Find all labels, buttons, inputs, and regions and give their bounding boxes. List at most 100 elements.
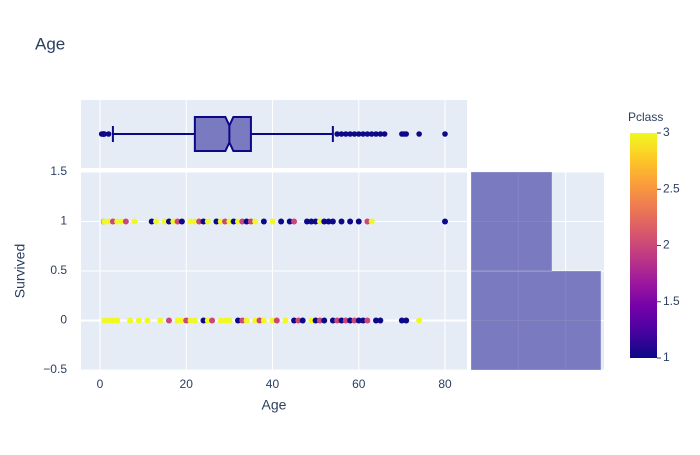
x-tick-label: 20 [180, 377, 194, 391]
marks [98, 116, 602, 371]
scatter-point [291, 218, 298, 225]
scatter-point [161, 218, 168, 225]
scatter-point [101, 218, 108, 225]
scatter-point [342, 317, 349, 324]
scatter-point [334, 317, 341, 324]
scatter-point [321, 317, 328, 324]
box-outlier [364, 131, 371, 137]
scatter-point [316, 317, 323, 324]
scatter-point [398, 317, 405, 324]
scatter-point [308, 218, 315, 225]
scatter-point [170, 218, 177, 225]
scatter-point [243, 218, 250, 225]
scatter-point [196, 218, 203, 225]
histogram-bar [470, 171, 553, 272]
scatter-point [247, 218, 254, 225]
y-tick-label: 1 [60, 214, 67, 228]
scatter-point [191, 317, 198, 324]
scatter-point [114, 317, 121, 324]
colorbar-tick-label: 1 [663, 350, 670, 364]
scatter-point [364, 218, 371, 225]
colorbar-tick-label: 1.5 [663, 294, 680, 308]
scatter-point [174, 317, 181, 324]
box-outlier [368, 131, 375, 137]
scatter-point [183, 317, 190, 324]
scatter-point [131, 218, 138, 225]
scatter-point [286, 218, 293, 225]
scatter-point [226, 218, 233, 225]
box-outlier [334, 131, 340, 137]
scatter-point [338, 317, 345, 324]
scatter-point [360, 317, 367, 324]
colorbar-title: Pclass [628, 110, 663, 124]
y-tick-label: −0.5 [43, 362, 67, 376]
box-outlier [377, 131, 384, 137]
scatter-point [316, 218, 323, 225]
scatter-point [239, 218, 246, 225]
scatter-point [213, 218, 220, 225]
colorbar [630, 133, 657, 358]
colorbar-tick-label: 2.5 [663, 181, 680, 195]
scatter-point [321, 218, 328, 225]
scatter-point [299, 317, 306, 324]
scatter-point [234, 218, 241, 225]
scatter-point [217, 218, 224, 225]
box-outlier [403, 131, 409, 137]
scatter-point [222, 317, 229, 324]
box-outlier [101, 131, 108, 137]
scatter-point [174, 218, 181, 225]
colorbar-tick-label: 3 [663, 125, 670, 139]
box-outlier [381, 131, 388, 137]
scatter-point [351, 317, 358, 324]
box-outlier [360, 131, 366, 137]
scatter-point [329, 317, 336, 324]
box-outlier [338, 131, 345, 137]
scatter-point [217, 317, 224, 324]
scatter-point [165, 317, 172, 324]
scatter-point [256, 317, 263, 324]
scatter-point [191, 218, 198, 225]
scatter-point [187, 317, 194, 324]
scatter-point [118, 218, 125, 225]
scatter-point [260, 317, 267, 324]
scatter-point [278, 218, 285, 225]
box [193, 116, 252, 152]
box-outlier [105, 131, 112, 137]
y-tick-label: 0.5 [50, 263, 67, 277]
scatter-point [226, 317, 233, 324]
scatter-point [204, 218, 211, 225]
box-outlier [416, 131, 422, 137]
scatter-point [230, 218, 237, 225]
y-tick-label: 0 [60, 313, 67, 327]
scatter-point [148, 218, 155, 225]
x-tick-label: 80 [438, 377, 452, 391]
scatter-point [157, 317, 164, 324]
chart-title: Age [35, 34, 65, 53]
scatter-point [222, 218, 229, 225]
scatter-point [364, 317, 371, 324]
box-outlier [343, 131, 349, 137]
scatter-point [109, 218, 116, 225]
scatter-point [187, 218, 194, 225]
scatter-point [329, 218, 336, 225]
x-tick-label: 60 [352, 377, 366, 391]
box-outlier [351, 131, 358, 137]
scatter-point [325, 218, 332, 225]
scatter-point [347, 218, 354, 225]
scatter-point [144, 317, 151, 324]
scatter-point [153, 218, 160, 225]
scatter-point [178, 218, 185, 225]
scatter-point [303, 218, 310, 225]
scatter-point [243, 317, 250, 324]
scatter-point [135, 317, 142, 324]
scatter-point [209, 317, 216, 324]
scatter-point [291, 317, 298, 324]
scatter-point [200, 218, 207, 225]
box-outlier [442, 131, 448, 137]
scatter-point [252, 218, 259, 225]
scatter-point [165, 218, 172, 225]
scatter-point [114, 218, 121, 225]
scatter-point [442, 218, 449, 225]
scatter-point [355, 317, 362, 324]
